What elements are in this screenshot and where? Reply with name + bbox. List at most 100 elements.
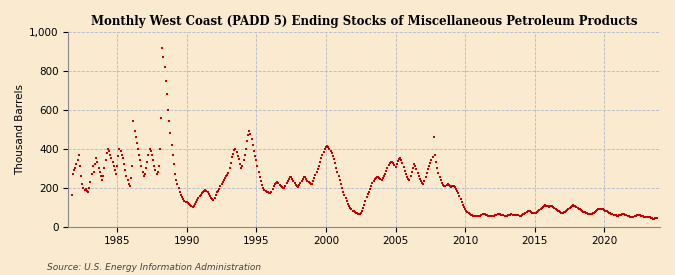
- Point: [256, 178, 267, 183]
- Point: [200, 187, 211, 192]
- Point: [634, 213, 645, 218]
- Point: [97, 178, 107, 182]
- Point: [296, 178, 307, 183]
- Point: [578, 210, 589, 214]
- Point: [621, 213, 632, 218]
- Point: [66, 193, 77, 198]
- Point: [346, 207, 357, 211]
- Point: [325, 148, 336, 153]
- Point: [492, 212, 503, 217]
- Point: [462, 210, 473, 214]
- Point: [623, 214, 634, 218]
- Point: [434, 175, 445, 179]
- Point: [180, 200, 191, 204]
- Point: [108, 164, 119, 168]
- Point: [271, 181, 281, 185]
- Point: [641, 215, 651, 219]
- Point: [372, 175, 383, 179]
- Point: [485, 214, 496, 218]
- Point: [231, 149, 242, 154]
- Point: [472, 214, 483, 219]
- Point: [536, 206, 547, 210]
- Point: [219, 178, 230, 182]
- Point: [101, 150, 112, 155]
- Point: [216, 182, 227, 186]
- Point: [558, 210, 569, 214]
- Point: [452, 188, 462, 193]
- Point: [437, 181, 448, 185]
- Point: [198, 188, 209, 193]
- Point: [105, 152, 115, 157]
- Point: [302, 178, 313, 183]
- Point: [230, 147, 241, 151]
- Point: [136, 164, 147, 168]
- Point: [153, 170, 163, 174]
- Point: [450, 186, 461, 191]
- Point: [493, 212, 504, 216]
- Point: [632, 213, 643, 218]
- Point: [166, 143, 177, 147]
- Point: [318, 149, 329, 154]
- Point: [192, 198, 202, 202]
- Point: [146, 152, 157, 157]
- Point: [466, 213, 477, 217]
- Point: [487, 214, 498, 219]
- Point: [182, 200, 192, 204]
- Point: [314, 164, 325, 168]
- Point: [107, 160, 118, 164]
- Point: [348, 209, 359, 214]
- Point: [555, 210, 566, 214]
- Point: [429, 152, 440, 157]
- Point: [286, 175, 296, 179]
- Point: [144, 147, 155, 151]
- Point: [384, 161, 395, 166]
- Point: [387, 161, 398, 166]
- Point: [90, 162, 101, 166]
- Point: [610, 213, 620, 218]
- Point: [148, 158, 159, 163]
- Point: [294, 183, 304, 187]
- Point: [600, 208, 611, 213]
- Point: [644, 215, 655, 219]
- Point: [379, 172, 390, 176]
- Point: [211, 193, 221, 198]
- Point: [606, 212, 617, 216]
- Point: [520, 211, 531, 215]
- Point: [182, 201, 193, 205]
- Point: [484, 214, 495, 218]
- Point: [178, 197, 188, 202]
- Point: [298, 175, 309, 179]
- Point: [297, 177, 308, 181]
- Point: [429, 135, 439, 139]
- Point: [111, 172, 122, 176]
- Point: [263, 190, 273, 195]
- Point: [421, 175, 431, 179]
- Point: [306, 182, 317, 186]
- Point: [354, 212, 365, 216]
- Point: [169, 172, 180, 176]
- Point: [450, 185, 460, 189]
- Point: [458, 203, 468, 207]
- Point: [445, 183, 456, 188]
- Point: [310, 173, 321, 177]
- Point: [413, 174, 424, 178]
- Point: [266, 189, 277, 194]
- Point: [580, 211, 591, 215]
- Point: [279, 185, 290, 190]
- Point: [149, 164, 160, 168]
- Point: [240, 152, 250, 157]
- Point: [548, 205, 559, 209]
- Point: [78, 185, 89, 190]
- Point: [377, 176, 388, 180]
- Point: [529, 211, 539, 215]
- Point: [88, 170, 99, 174]
- Point: [482, 213, 493, 218]
- Point: [499, 213, 510, 218]
- Point: [207, 197, 217, 202]
- Point: [161, 78, 171, 83]
- Point: [127, 164, 138, 168]
- Point: [622, 214, 633, 218]
- Point: [642, 214, 653, 219]
- Point: [541, 203, 551, 208]
- Point: [171, 178, 182, 182]
